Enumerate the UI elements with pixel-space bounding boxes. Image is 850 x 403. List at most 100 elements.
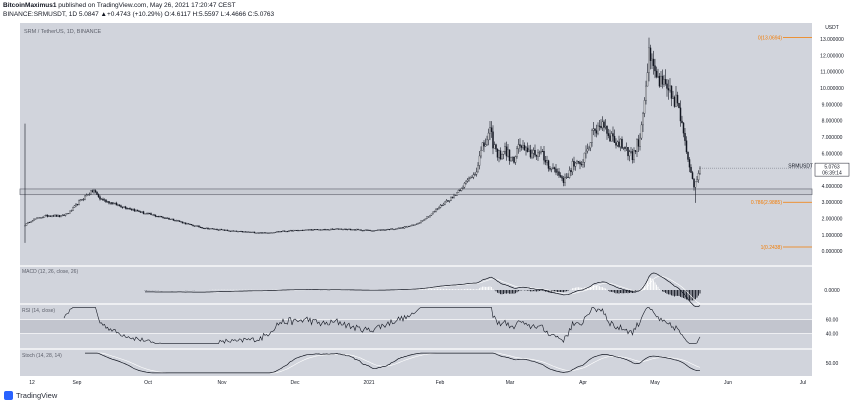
- candle-body: [240, 231, 242, 232]
- candle-body: [199, 226, 202, 228]
- candle-body: [310, 229, 313, 231]
- candle-body: [187, 223, 190, 225]
- candle-body: [70, 210, 73, 212]
- candle-body: [297, 230, 299, 232]
- candle-body: [145, 213, 148, 215]
- candle-body: [184, 222, 187, 225]
- candle-body: [540, 151, 542, 153]
- candle-body: [465, 181, 467, 184]
- candle-body: [303, 229, 305, 231]
- y-tick-label: 4.000000: [822, 184, 843, 190]
- candle-body: [579, 162, 581, 165]
- candle-body: [196, 225, 199, 227]
- candle-body: [43, 215, 46, 218]
- candle-body: [633, 150, 635, 161]
- candle-body: [631, 151, 634, 161]
- stoch-k-line: [85, 352, 700, 374]
- candle-body: [124, 206, 127, 209]
- candle-body: [529, 149, 532, 158]
- candle-body: [31, 220, 34, 222]
- candle-body: [121, 206, 124, 208]
- publish-line: BitcoinMaximus1 published on TradingView…: [3, 1, 703, 10]
- candle-body: [105, 199, 107, 203]
- candle-body: [624, 147, 626, 149]
- candle-body: [136, 209, 139, 211]
- candle-body: [507, 149, 509, 157]
- tradingview-logo-icon: [4, 390, 13, 400]
- candle-body: [150, 213, 152, 215]
- author-name[interactable]: BitcoinMaximus1: [3, 2, 57, 9]
- candle-body: [282, 230, 284, 232]
- candle-body: [99, 196, 101, 200]
- candle-body: [429, 215, 431, 218]
- candle-body: [630, 151, 632, 153]
- y-tick-label: 6.000000: [822, 151, 843, 157]
- candle-body: [244, 231, 247, 233]
- candle-body: [75, 204, 77, 206]
- candle-body: [216, 228, 218, 231]
- candle-body: [259, 232, 262, 234]
- candle-body: [384, 229, 386, 231]
- candle-body: [151, 214, 154, 216]
- candle-body: [180, 221, 182, 223]
- candle-body: [618, 141, 620, 147]
- candle-body: [34, 218, 37, 220]
- candle-body: [454, 195, 457, 196]
- y-tick-label: 1.000000: [822, 233, 843, 239]
- candle-body: [628, 151, 631, 157]
- stoch-tick: 50.00: [826, 361, 839, 367]
- candle-body: [457, 190, 460, 193]
- candle-body: [678, 102, 680, 109]
- candle-body: [169, 218, 172, 220]
- chart-background: [20, 23, 812, 376]
- candle-body: [556, 171, 559, 173]
- candle-body: [36, 217, 38, 220]
- footer-brand[interactable]: TradingView: [16, 390, 58, 400]
- candle-body: [519, 144, 521, 147]
- candle-body: [456, 192, 458, 196]
- candle-body: [364, 229, 367, 231]
- candle-body: [466, 179, 469, 182]
- candle-body: [424, 218, 427, 221]
- candle-body: [69, 210, 71, 214]
- candle-body: [402, 227, 404, 229]
- candle-body: [315, 229, 317, 231]
- candle-body: [114, 202, 116, 204]
- candle-body: [333, 229, 335, 231]
- candle-body: [211, 228, 214, 230]
- candle-body: [592, 128, 595, 131]
- candle-body: [423, 219, 425, 221]
- candle-body: [534, 150, 536, 156]
- candle-body: [51, 215, 53, 217]
- fib-level-label: 0.786(2.9885): [751, 200, 782, 206]
- candle-body: [256, 232, 259, 234]
- rsi-label: RSI (14, close): [22, 308, 55, 314]
- candle-body: [42, 216, 44, 218]
- candle-body: [324, 229, 326, 231]
- candle-body: [450, 196, 452, 201]
- candle-body: [273, 232, 275, 234]
- candle-body: [189, 223, 191, 225]
- candle-body: [682, 122, 685, 134]
- candle-body: [220, 229, 223, 231]
- candle-body: [298, 230, 301, 232]
- candle-body: [657, 75, 659, 78]
- candle-body: [547, 160, 550, 169]
- candle-body: [175, 220, 178, 222]
- candle-body: [144, 213, 146, 215]
- candle-body: [525, 147, 527, 151]
- candle-body: [88, 193, 91, 195]
- candle-body: [135, 209, 137, 212]
- candle-body: [274, 231, 277, 233]
- x-tick-label: Mar: [506, 380, 515, 386]
- candle-body: [325, 229, 328, 231]
- candle-body: [417, 223, 419, 225]
- candle-body: [373, 230, 376, 232]
- candle-body: [106, 201, 109, 203]
- candle-body: [607, 133, 610, 136]
- candle-body: [496, 149, 499, 158]
- candle-body: [640, 124, 643, 139]
- candle-body: [289, 230, 292, 232]
- candle-body: [327, 229, 329, 231]
